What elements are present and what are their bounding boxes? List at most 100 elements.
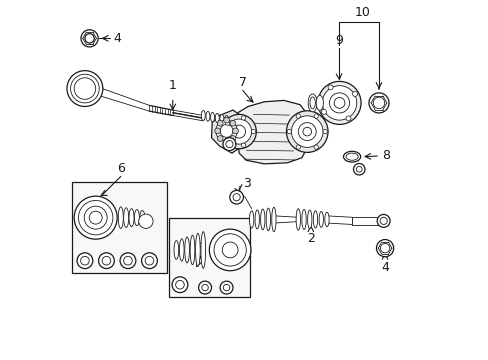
Text: 2: 2 xyxy=(306,232,314,245)
Ellipse shape xyxy=(255,210,259,229)
Circle shape xyxy=(346,116,350,121)
Circle shape xyxy=(123,256,132,265)
Ellipse shape xyxy=(129,209,134,226)
Ellipse shape xyxy=(260,209,264,230)
Ellipse shape xyxy=(296,209,300,230)
Circle shape xyxy=(224,119,237,132)
Circle shape xyxy=(120,253,136,269)
Circle shape xyxy=(226,119,251,144)
Circle shape xyxy=(89,211,102,224)
Circle shape xyxy=(227,122,234,129)
Circle shape xyxy=(232,125,245,138)
Circle shape xyxy=(291,116,323,147)
Circle shape xyxy=(74,78,96,99)
Circle shape xyxy=(233,194,240,201)
Circle shape xyxy=(313,145,318,149)
Ellipse shape xyxy=(224,116,228,124)
Circle shape xyxy=(241,143,245,147)
Circle shape xyxy=(303,127,311,136)
Ellipse shape xyxy=(307,210,311,229)
Circle shape xyxy=(217,136,223,141)
Circle shape xyxy=(229,120,235,126)
Ellipse shape xyxy=(190,235,194,265)
Circle shape xyxy=(142,253,157,269)
Circle shape xyxy=(223,284,229,291)
Circle shape xyxy=(241,116,245,120)
Circle shape xyxy=(333,98,344,108)
Circle shape xyxy=(323,130,326,134)
Circle shape xyxy=(214,234,246,266)
Ellipse shape xyxy=(174,240,178,259)
Ellipse shape xyxy=(249,211,253,228)
Text: 7: 7 xyxy=(238,76,246,89)
Ellipse shape xyxy=(134,210,139,226)
Circle shape xyxy=(225,140,233,148)
Circle shape xyxy=(67,71,102,107)
Circle shape xyxy=(145,256,153,265)
Circle shape xyxy=(229,190,243,204)
Circle shape xyxy=(296,114,300,118)
Text: 3: 3 xyxy=(235,122,243,135)
Circle shape xyxy=(78,201,113,235)
Ellipse shape xyxy=(343,151,360,162)
Ellipse shape xyxy=(324,212,328,226)
Circle shape xyxy=(368,93,388,113)
Circle shape xyxy=(225,138,229,142)
Polygon shape xyxy=(236,100,308,164)
Circle shape xyxy=(286,130,291,134)
Circle shape xyxy=(317,81,360,125)
Polygon shape xyxy=(211,110,241,153)
Ellipse shape xyxy=(210,112,214,122)
Text: 5: 5 xyxy=(196,242,204,255)
Circle shape xyxy=(298,123,316,140)
Text: 3: 3 xyxy=(242,177,250,190)
Ellipse shape xyxy=(220,114,224,123)
Circle shape xyxy=(102,256,110,265)
Ellipse shape xyxy=(307,94,317,112)
Ellipse shape xyxy=(319,212,323,227)
Circle shape xyxy=(356,166,362,172)
Text: 4: 4 xyxy=(113,32,121,45)
Ellipse shape xyxy=(201,231,205,268)
Ellipse shape xyxy=(123,208,128,228)
Ellipse shape xyxy=(309,97,315,109)
Ellipse shape xyxy=(313,211,317,228)
Circle shape xyxy=(222,114,256,149)
Circle shape xyxy=(215,120,237,141)
Circle shape xyxy=(296,145,300,149)
Circle shape xyxy=(202,284,208,291)
Text: 8: 8 xyxy=(382,149,390,162)
Circle shape xyxy=(225,121,229,125)
Ellipse shape xyxy=(195,233,200,266)
Circle shape xyxy=(223,117,229,123)
Circle shape xyxy=(322,86,356,120)
Circle shape xyxy=(81,256,89,265)
Circle shape xyxy=(220,125,233,137)
Ellipse shape xyxy=(215,113,219,123)
Circle shape xyxy=(77,253,93,269)
Ellipse shape xyxy=(184,237,189,263)
Circle shape xyxy=(379,217,386,225)
Circle shape xyxy=(376,239,393,257)
Circle shape xyxy=(380,243,389,253)
Ellipse shape xyxy=(271,207,276,231)
Circle shape xyxy=(74,196,117,239)
Circle shape xyxy=(222,242,238,258)
Text: 9: 9 xyxy=(335,34,343,47)
Circle shape xyxy=(223,138,235,150)
Circle shape xyxy=(286,111,327,152)
Circle shape xyxy=(217,120,223,126)
Ellipse shape xyxy=(205,112,209,121)
Circle shape xyxy=(214,128,220,134)
Text: 6: 6 xyxy=(117,162,124,175)
Text: 10: 10 xyxy=(354,6,370,19)
Circle shape xyxy=(321,109,326,114)
Ellipse shape xyxy=(346,153,357,160)
Ellipse shape xyxy=(118,207,123,228)
Bar xyxy=(72,182,166,273)
Circle shape xyxy=(372,97,384,109)
Circle shape xyxy=(172,277,187,293)
Text: 4: 4 xyxy=(380,261,388,274)
Circle shape xyxy=(313,114,318,118)
Ellipse shape xyxy=(316,95,323,111)
